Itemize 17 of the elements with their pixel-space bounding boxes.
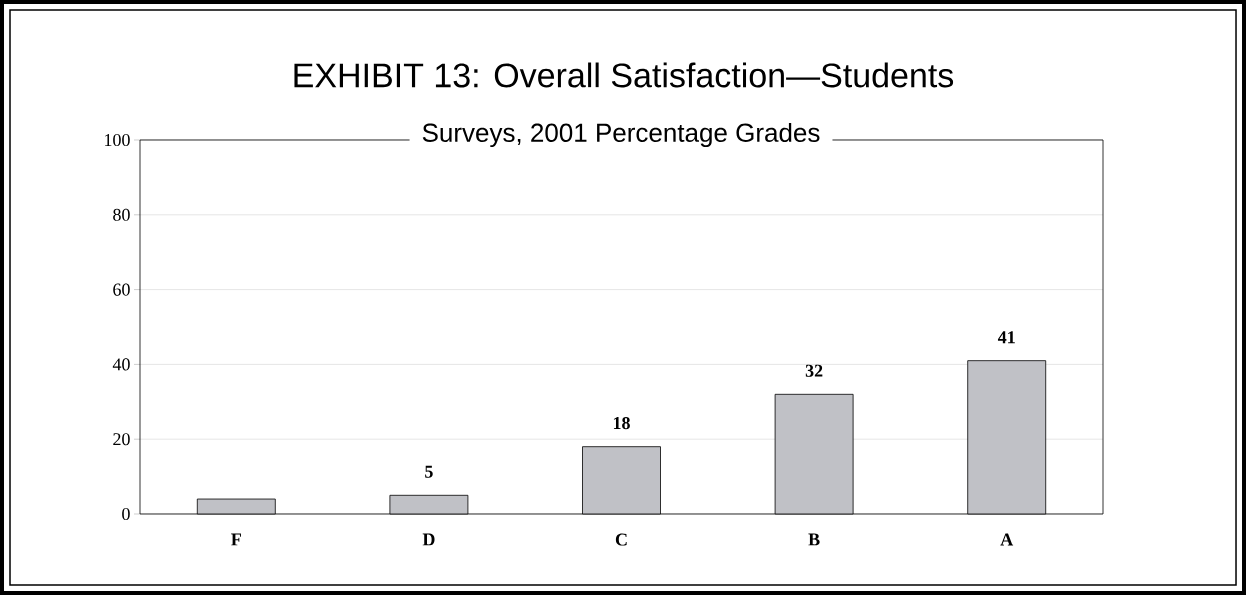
- y-tick-label: 80: [113, 208, 130, 221]
- chart-subtitle: Surveys, 2001 Percentage Grades: [422, 122, 820, 148]
- data-label: 5: [425, 465, 433, 478]
- y-tick-label: 100: [105, 133, 130, 147]
- data-label: 32: [805, 364, 823, 377]
- y-tick-label: 40: [112, 358, 130, 371]
- y-tick-label: 20: [113, 433, 130, 446]
- y-tick-label: 0: [122, 507, 130, 521]
- x-tick-label: F: [231, 533, 241, 546]
- x-tick-label: A: [1000, 533, 1014, 546]
- x-tick-label: B: [808, 533, 820, 546]
- data-label: 41: [997, 331, 1015, 344]
- x-tick-label: D: [422, 533, 435, 546]
- y-tick-label: 60: [113, 283, 130, 296]
- x-tick-label: C: [615, 533, 627, 546]
- chart-title: EXHIBIT 13: Overall Satisfaction—Students: [294, 62, 954, 88]
- data-label: 18: [613, 417, 630, 430]
